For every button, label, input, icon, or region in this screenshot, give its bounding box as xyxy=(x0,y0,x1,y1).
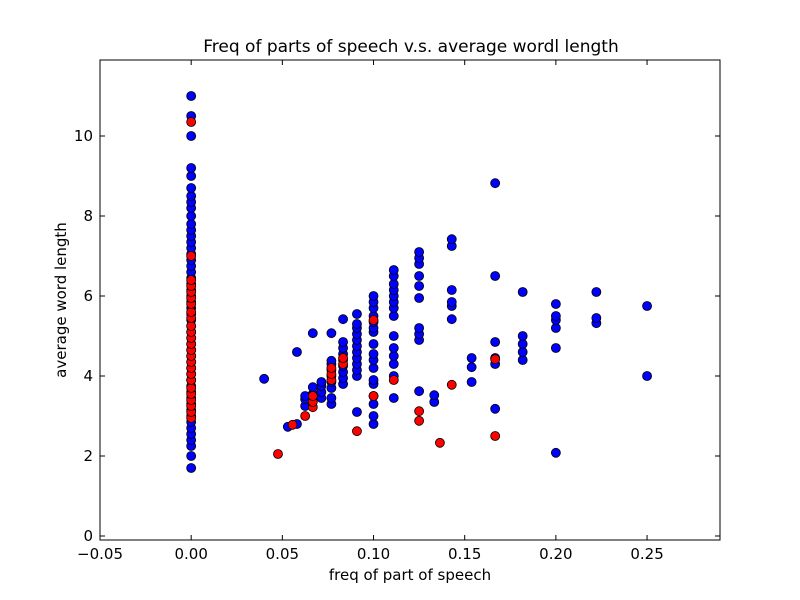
data-point xyxy=(368,315,379,325)
data-point xyxy=(352,309,362,319)
data-point xyxy=(186,275,197,285)
data-point xyxy=(550,311,561,321)
data-point xyxy=(300,411,311,421)
data-point xyxy=(326,363,337,373)
data-point xyxy=(446,379,457,390)
x-tick-label: −0.05 xyxy=(77,545,123,563)
data-point xyxy=(368,339,379,349)
data-point xyxy=(435,437,445,448)
y-axis-label: average word length xyxy=(52,222,70,378)
data-point xyxy=(446,314,457,325)
data-point xyxy=(388,375,399,385)
data-point xyxy=(490,403,501,414)
data-point xyxy=(446,285,457,295)
points-layer xyxy=(186,91,652,473)
x-tick-label: 0.15 xyxy=(448,545,481,563)
data-point xyxy=(591,287,602,297)
y-tick-label: 10 xyxy=(74,127,93,145)
data-point xyxy=(517,331,528,341)
data-point xyxy=(490,431,501,441)
data-point xyxy=(388,265,399,275)
data-point xyxy=(368,411,379,421)
plot-area xyxy=(99,59,721,541)
data-point xyxy=(186,183,197,193)
y-tick-label: 8 xyxy=(83,207,93,225)
data-point xyxy=(446,234,457,245)
data-point xyxy=(186,463,197,473)
data-point xyxy=(186,451,197,461)
data-point xyxy=(466,353,477,363)
x-axis-label: freq of part of speech xyxy=(329,566,491,584)
data-point xyxy=(316,377,327,387)
y-tick-label: 2 xyxy=(83,447,93,465)
data-point xyxy=(368,375,379,385)
data-point xyxy=(414,386,425,397)
data-point xyxy=(414,247,425,257)
data-point xyxy=(414,415,425,426)
data-point xyxy=(414,281,425,291)
data-point xyxy=(292,347,302,357)
data-point xyxy=(368,349,379,359)
data-point xyxy=(414,323,425,333)
data-point xyxy=(186,117,197,127)
data-point xyxy=(307,382,318,393)
data-point xyxy=(307,391,318,401)
data-point xyxy=(642,301,652,311)
data-point xyxy=(287,419,298,430)
data-point xyxy=(414,293,425,303)
chart-title: Freq of parts of speech v.s. average wor… xyxy=(203,37,619,57)
x-axis: −0.05 0.00 0.05 0.10 0.15 0.20 0.25 xyxy=(77,60,664,563)
data-point xyxy=(186,163,197,173)
data-point xyxy=(446,297,457,307)
data-point xyxy=(338,314,348,325)
data-point xyxy=(338,353,348,363)
data-point xyxy=(326,393,337,403)
data-point xyxy=(352,407,362,417)
y-tick-label: 4 xyxy=(83,367,93,385)
data-point xyxy=(550,343,561,353)
data-point xyxy=(550,299,561,309)
x-tick-label: 0.10 xyxy=(357,545,390,563)
data-point xyxy=(388,331,399,341)
data-point xyxy=(388,393,399,403)
data-point xyxy=(186,91,197,101)
data-point xyxy=(466,362,477,373)
data-point xyxy=(368,291,379,301)
data-point xyxy=(352,319,362,329)
data-point xyxy=(414,406,425,417)
data-point xyxy=(429,390,440,401)
data-point xyxy=(326,328,337,339)
data-point xyxy=(490,271,501,281)
y-tick-label: 6 xyxy=(83,287,93,305)
data-point xyxy=(352,426,362,437)
data-point xyxy=(307,328,318,339)
data-point xyxy=(517,287,528,297)
y-tick-label: 0 xyxy=(83,527,93,545)
y-axis: 0 2 4 6 8 10 xyxy=(74,127,720,545)
x-tick-label: 0.05 xyxy=(266,545,299,563)
data-point xyxy=(273,449,283,459)
data-point xyxy=(259,373,270,384)
data-point xyxy=(414,271,425,281)
x-tick-label: 0.25 xyxy=(630,545,663,563)
data-point xyxy=(466,377,477,387)
data-point xyxy=(368,391,379,401)
data-point xyxy=(186,131,197,141)
data-point xyxy=(186,251,197,261)
data-point xyxy=(490,337,501,347)
x-tick-label: 0.20 xyxy=(539,545,572,563)
data-point xyxy=(591,313,602,323)
data-point xyxy=(550,447,561,458)
data-point xyxy=(490,354,501,365)
x-tick-label: 0.00 xyxy=(174,545,207,563)
data-point xyxy=(642,371,652,381)
data-point xyxy=(338,337,348,347)
data-point xyxy=(490,178,501,189)
data-point xyxy=(388,343,399,353)
